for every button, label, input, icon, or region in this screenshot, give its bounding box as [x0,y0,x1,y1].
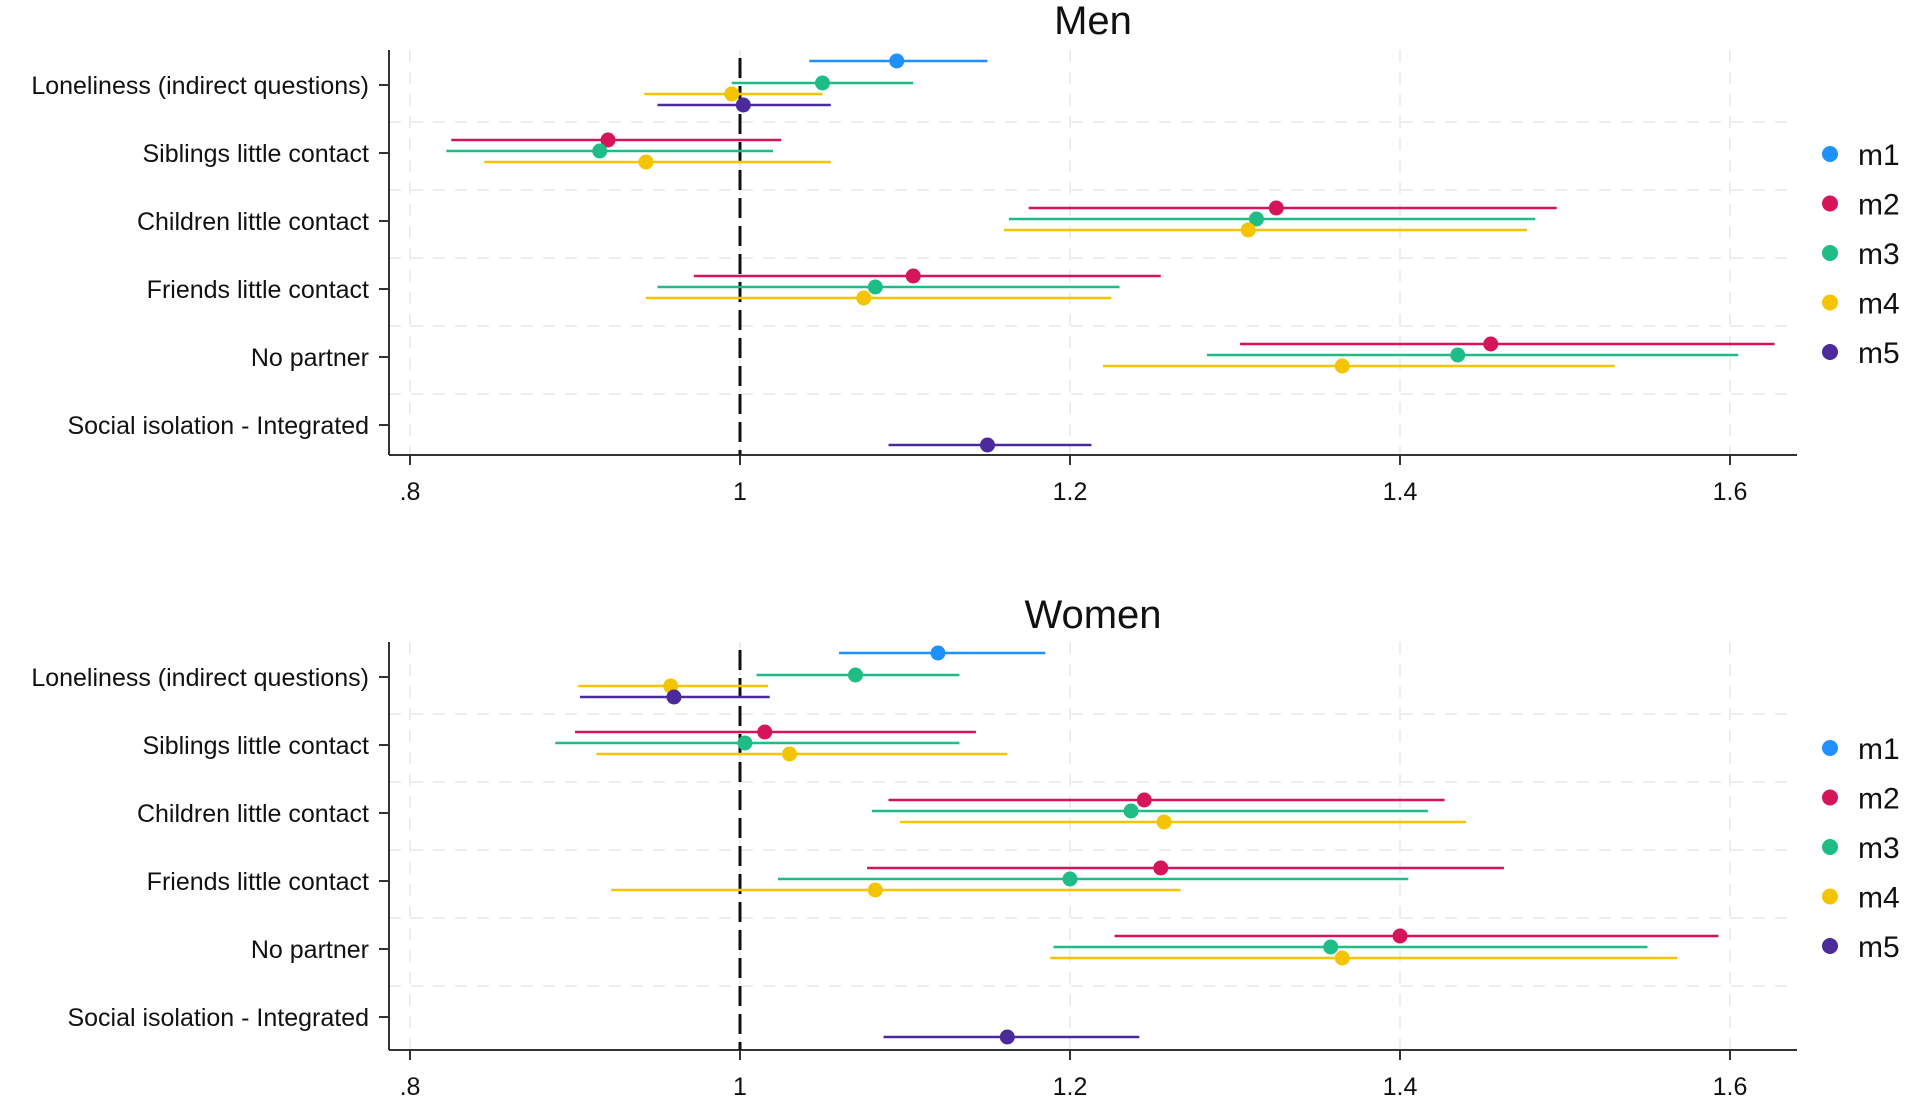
category-label: Siblings little contact [142,140,369,168]
x-tick-label: 1.2 [1053,478,1088,506]
legend-marker-m1 [1822,146,1838,162]
panel-title: Men [1054,0,1132,43]
legend-label-m2: m2 [1858,783,1900,816]
category-label: No partner [251,936,369,964]
panel-women: Women Loneliness (indirect questions) Sibl… [31,593,1899,1097]
point-estimate-m2 [757,724,773,740]
x-tick-label: .8 [400,478,421,506]
point-estimate-m4 [782,746,797,762]
point-estimate-m3 [1248,211,1264,227]
legend-marker-m5 [1822,938,1838,954]
legend-marker-m4 [1822,294,1838,311]
point-estimate-m4 [1334,358,1350,374]
legend-label-m5: m5 [1858,337,1900,370]
point-estimate-m2 [1153,860,1169,876]
point-estimate-m3 [815,75,830,91]
point-estimate-m2 [600,132,616,148]
legend-marker-m3 [1822,839,1838,855]
point-estimate-m4 [724,86,740,102]
category-label: Loneliness (indirect questions) [31,72,369,100]
point-estimate-m4 [638,154,654,170]
legend-label-m3: m3 [1858,238,1900,271]
legend-marker-m3 [1822,245,1838,261]
category-label: Siblings little contact [142,732,369,760]
point-estimate-m4 [856,290,872,306]
category-label: Loneliness (indirect questions) [31,664,369,692]
point-estimate-m3 [1062,871,1078,887]
point-estimate-m2 [1136,792,1152,808]
point-estimate-m4 [867,882,883,898]
point-estimate-m2 [1268,200,1284,216]
category-label: No partner [251,344,369,372]
legend-marker-m1 [1822,740,1838,756]
point-estimate-m4 [1156,814,1172,830]
x-tick-label: 1.6 [1713,1073,1748,1097]
x-tick-label: 1.2 [1053,1073,1088,1097]
legend-label-m5: m5 [1858,931,1900,964]
point-estimate-m4 [1240,222,1256,238]
x-tick-label: 1 [733,1073,747,1097]
category-label: Social isolation - Integrated [67,1004,369,1032]
legend-label-m4: m4 [1858,288,1900,321]
point-estimate-m5 [666,689,682,705]
legend-marker-m2 [1822,195,1838,212]
category-label: Children little contact [137,208,369,236]
x-tick-label: 1.6 [1713,478,1748,506]
point-estimate-m2 [1483,336,1499,352]
x-tick-label: 1.4 [1383,1073,1418,1097]
category-label: Children little contact [137,800,369,828]
legend-marker-m5 [1822,344,1838,360]
point-estimate-m2 [1392,928,1408,944]
panel-title: Women [1024,593,1161,637]
point-estimate-m3 [1450,347,1466,363]
point-estimate-m5 [735,97,751,113]
point-estimate-m1 [889,53,905,69]
category-label: Friends little contact [147,276,369,304]
point-estimate-m3 [1323,939,1339,955]
point-estimate-m3 [737,735,753,751]
x-tick-label: 1.4 [1383,478,1418,506]
legend-marker-m4 [1822,888,1838,905]
legend-label-m4: m4 [1858,882,1900,915]
x-tick-label: 1 [733,478,747,506]
category-label: Friends little contact [147,868,369,896]
point-estimate-m5 [980,437,995,453]
point-estimate-m2 [905,268,921,284]
x-tick-label: .8 [400,1073,421,1097]
point-estimate-m3 [1123,803,1139,819]
point-estimate-m1 [930,645,946,661]
point-estimate-m3 [592,143,608,159]
point-estimate-m5 [999,1029,1015,1045]
legend-label-m2: m2 [1858,189,1900,222]
point-estimate-m4 [1334,950,1350,966]
category-label: Social isolation - Integrated [67,412,369,440]
legend-label-m1: m1 [1858,139,1900,172]
point-estimate-m3 [848,667,863,683]
panel-men: Men Loneliness (indirect questions) Siblin… [31,0,1899,506]
legend-label-m3: m3 [1858,832,1900,865]
legend-label-m1: m1 [1858,733,1900,766]
legend-marker-m2 [1822,789,1838,806]
point-estimate-m3 [867,279,883,295]
